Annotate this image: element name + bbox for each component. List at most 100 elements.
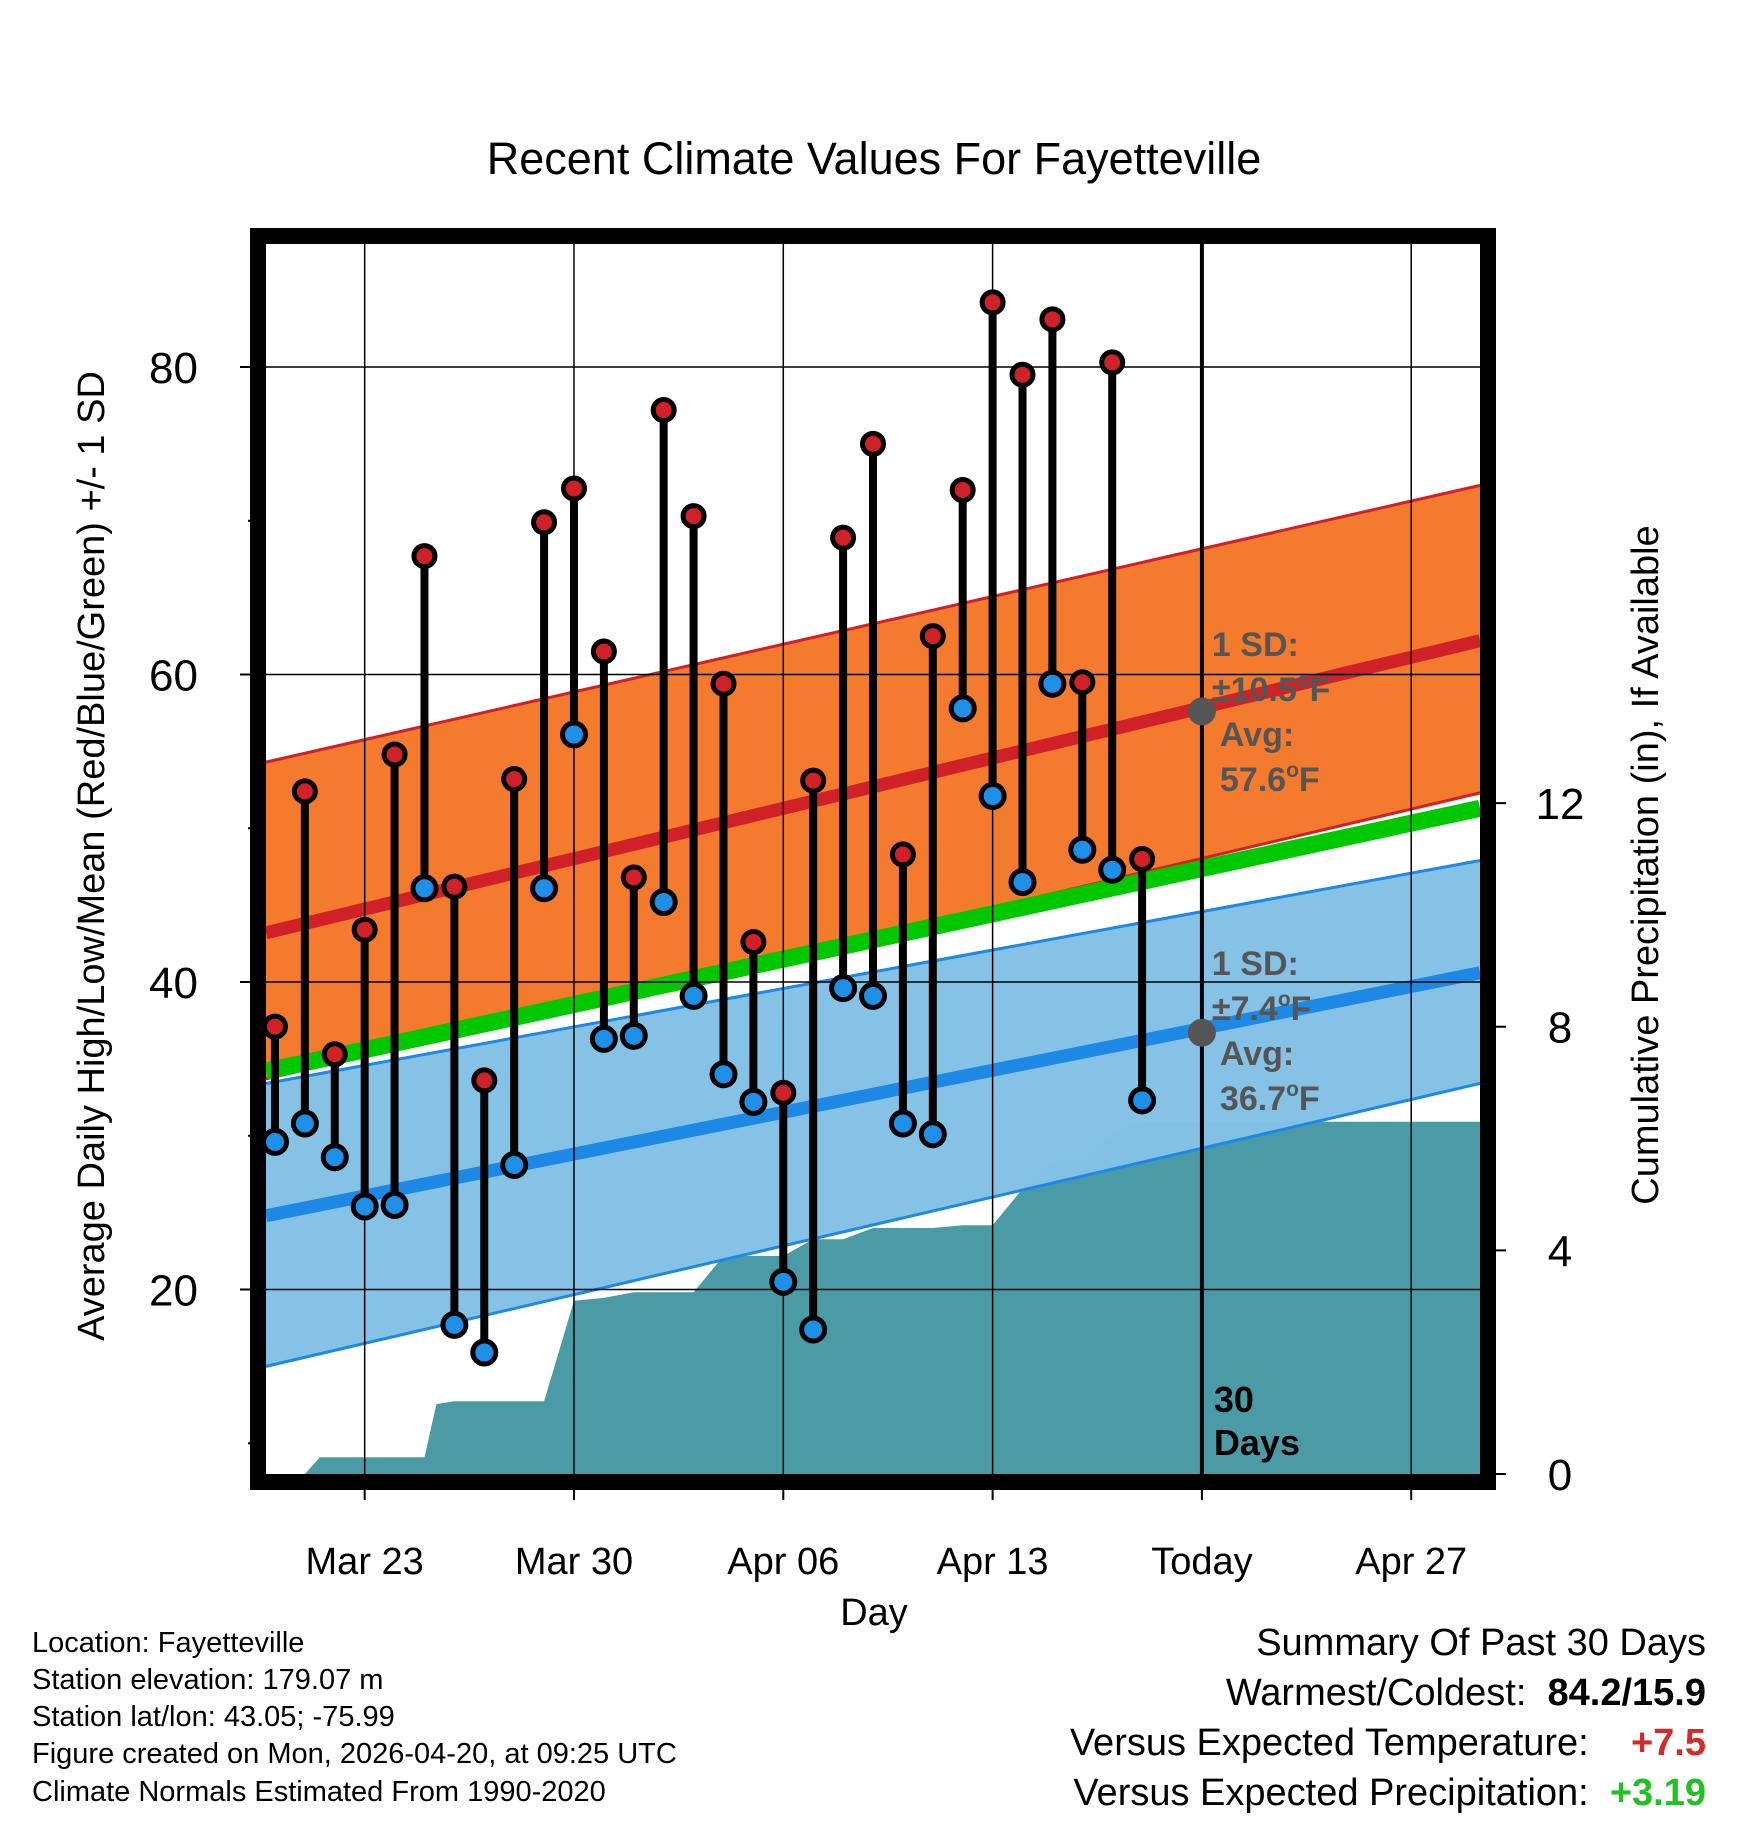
daily-high-marker	[830, 524, 857, 551]
daily-high-marker	[1039, 306, 1066, 333]
summary-precip: Versus Expected Precipitation: +3.19	[1073, 1772, 1706, 1815]
daily-high-marker	[531, 509, 558, 536]
daily-low-marker	[679, 981, 708, 1010]
high-today-normal-marker	[1187, 697, 1216, 726]
high-annotation-line: 57.6oF	[1220, 759, 1320, 799]
daily-high-marker	[919, 623, 946, 650]
high-annotation-text: F	[1310, 671, 1331, 709]
daily-low-marker	[1038, 669, 1067, 698]
low-sd-band	[266, 860, 1480, 1367]
daily-high-marker	[979, 289, 1006, 316]
daily-high-marker	[351, 916, 378, 943]
x-axis-label: Day	[840, 1592, 908, 1634]
low-degree-symbol: o	[1278, 988, 1291, 1011]
daily-high-marker	[1099, 349, 1126, 376]
daily-low-marker	[440, 1310, 469, 1339]
summary-precip-value: +3.19	[1609, 1772, 1706, 1814]
daily-low-marker	[1128, 1086, 1157, 1115]
daily-high-marker	[889, 841, 916, 868]
daily-low-marker	[380, 1190, 409, 1219]
low-today-normal-marker	[1187, 1018, 1216, 1047]
chart-title: Recent Climate Values For Fayetteville	[487, 133, 1261, 184]
daily-high-marker	[949, 477, 976, 503]
summary-temp-label: Versus Expected Temperature:	[1069, 1722, 1589, 1764]
daily-low-marker	[1068, 835, 1097, 864]
daily-high-marker	[860, 430, 886, 457]
low-annotation-text: F	[1299, 1080, 1320, 1118]
summary-warm-cold-label: Warmest/Coldest:	[1225, 1672, 1527, 1714]
daily-high-marker	[680, 503, 707, 530]
daily-low-marker	[589, 1024, 618, 1053]
daily-high-marker	[800, 767, 827, 794]
daily-low-marker	[1008, 868, 1037, 897]
daily-high-marker	[411, 543, 438, 570]
x-tick-label: Apr 06	[727, 1541, 839, 1583]
low-annotation-text: F	[1291, 990, 1312, 1028]
info-created: Figure created on Mon, 2026-04-20, at 09…	[32, 1738, 677, 1770]
daily-low-marker	[559, 720, 588, 749]
summary-warm-cold-value: 84.2/15.9	[1547, 1672, 1706, 1714]
daily-low-marker	[829, 974, 858, 1003]
info-latlon: Station lat/lon: 43.05; -75.99	[32, 1701, 395, 1733]
daily-high-marker	[590, 638, 617, 665]
y-tick-label: 20	[149, 1267, 198, 1316]
low-degree-symbol: o	[1286, 1078, 1299, 1101]
info-elevation: Station elevation: 179.07 m	[32, 1664, 384, 1696]
high-annotation-text: Avg:	[1220, 716, 1294, 754]
daily-high-marker	[441, 873, 468, 900]
high-annotation-text: 1 SD:	[1212, 626, 1299, 664]
summary-temp: Versus Expected Temperature: +7.5	[1070, 1722, 1706, 1765]
daily-low-marker	[320, 1143, 349, 1172]
daily-high-marker	[261, 1013, 288, 1040]
daily-high-marker	[1009, 361, 1036, 388]
daily-high-marker	[650, 397, 677, 424]
daily-low-marker	[918, 1120, 947, 1149]
daily-high-marker	[740, 929, 767, 956]
x-tick-label: Apr 13	[937, 1541, 1049, 1583]
high-annotation-text: F	[1299, 761, 1320, 799]
y-axis-label: Average Daily High/Low/Mean (Red/Blue/Gr…	[71, 371, 113, 1341]
daily-high-marker	[321, 1041, 348, 1068]
daily-low-marker	[888, 1109, 917, 1138]
precip-area	[275, 1121, 1480, 1474]
low-lower-edge	[265, 1082, 1481, 1368]
daily-high-marker	[710, 670, 737, 697]
daily-low-marker	[530, 874, 559, 903]
daily-high-marker	[501, 766, 528, 793]
high-annotation-text: 57.6	[1220, 761, 1286, 799]
daily-high-marker	[291, 778, 318, 805]
daily-low-marker	[769, 1267, 798, 1296]
high-degree-symbol: o	[1286, 759, 1299, 782]
daily-low-marker	[410, 874, 439, 903]
y2-tick-label: 4	[1548, 1227, 1572, 1276]
daily-low-marker	[859, 981, 887, 1010]
daily-low-marker	[649, 888, 678, 917]
low-annotation-text: 1 SD:	[1212, 945, 1299, 983]
info-location: Location: Fayetteville	[32, 1627, 305, 1659]
low-annotation-line: Avg:	[1220, 1035, 1294, 1073]
daily-high-marker	[381, 741, 408, 768]
x-tick-label: Today	[1151, 1541, 1252, 1583]
summary-precip-label: Versus Expected Precipitation:	[1073, 1772, 1589, 1814]
info-normals: Climate Normals Estimated From 1990-2020	[32, 1776, 606, 1808]
high-degree-symbol: o	[1297, 669, 1310, 692]
today-days-number: 30	[1214, 1379, 1254, 1420]
daily-low-marker	[709, 1060, 738, 1089]
normal-low-line	[264, 966, 1482, 1223]
summary-warm-cold: Warmest/Coldest: 84.2/15.9	[1226, 1672, 1706, 1715]
daily-low-marker	[799, 1315, 828, 1344]
daily-low-marker	[739, 1087, 768, 1116]
daily-low-marker	[260, 1127, 289, 1156]
summary-temp-value: +7.5	[1630, 1722, 1706, 1764]
daily-low-marker	[500, 1150, 529, 1179]
low-annotation-text: ±7.4	[1212, 990, 1278, 1028]
y2-axis-label: Cumulative Precipitation (in), If Availa…	[1625, 525, 1667, 1204]
daily-high-marker	[770, 1079, 797, 1106]
daily-high-marker	[560, 475, 587, 502]
plot-frame	[250, 228, 1496, 1490]
low-annotation-line: 1 SD:	[1212, 945, 1299, 983]
daily-low-marker	[1098, 855, 1127, 884]
x-tick-label: Mar 30	[515, 1541, 633, 1583]
y-tick-label: 40	[149, 959, 198, 1008]
